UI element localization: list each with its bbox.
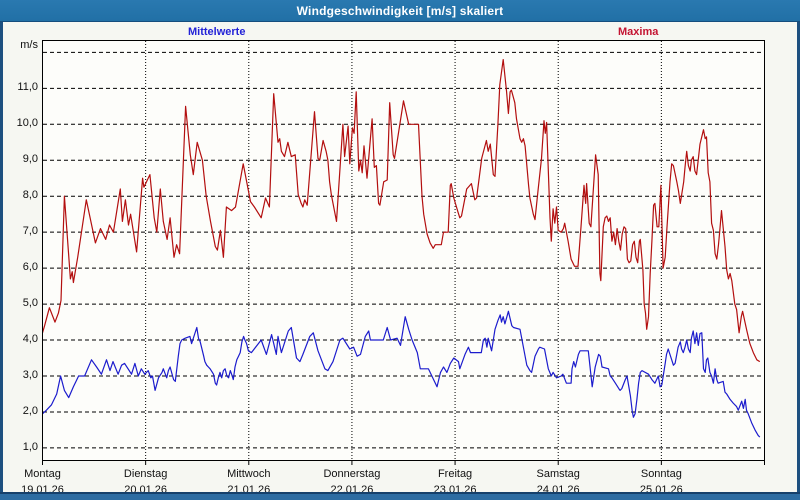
chart-area: Mittelwerte Maxima m/s 11,0 10,0 9,0 8,0 7,0… <box>3 22 797 496</box>
window-title: Windgeschwindigkeit [m/s] skaliert <box>296 3 504 18</box>
x-axis-day-label: Montag <box>24 468 61 480</box>
plot-background <box>42 40 765 461</box>
y-tick-label: 5,0 <box>22 297 38 310</box>
y-tick-label: 7,0 <box>22 225 38 238</box>
mittelwerte-line <box>42 310 761 438</box>
legend-mittelwerte: Mittelwerte <box>188 26 246 38</box>
x-axis-day-label: Freitag <box>437 468 473 480</box>
y-tick-label: 3,0 <box>22 368 38 381</box>
plot-region <box>41 40 765 465</box>
maxima-line <box>41 59 761 363</box>
plot-border <box>42 40 765 461</box>
y-tick-label: 2,0 <box>22 404 38 417</box>
title-bar: Windgeschwindigkeit [m/s] skaliert <box>0 0 800 22</box>
chart-canvas <box>41 40 765 465</box>
x-axis-day-label: Mittwoch <box>227 468 271 480</box>
legend-maxima: Maxima <box>618 26 659 38</box>
y-tick-label: 9,0 <box>22 153 38 166</box>
y-tick-label: 11,0 <box>17 81 38 94</box>
y-axis-unit-label: m/s <box>20 39 38 51</box>
y-tick-label: 4,0 <box>22 333 38 346</box>
x-axis-day-label: Donnerstag <box>323 468 381 480</box>
x-axis-day-label: Dienstag <box>123 468 168 480</box>
y-tick-label: 10,0 <box>16 117 38 130</box>
y-tick-label: 6,0 <box>22 261 38 274</box>
y-tick-label: 1,0 <box>22 440 38 453</box>
window-bottom-frame <box>0 492 800 500</box>
x-axis-day-label: Samstag <box>536 468 580 480</box>
y-tick-label: 8,0 <box>22 189 38 202</box>
x-axis-day-label: Sonntag <box>640 468 682 480</box>
